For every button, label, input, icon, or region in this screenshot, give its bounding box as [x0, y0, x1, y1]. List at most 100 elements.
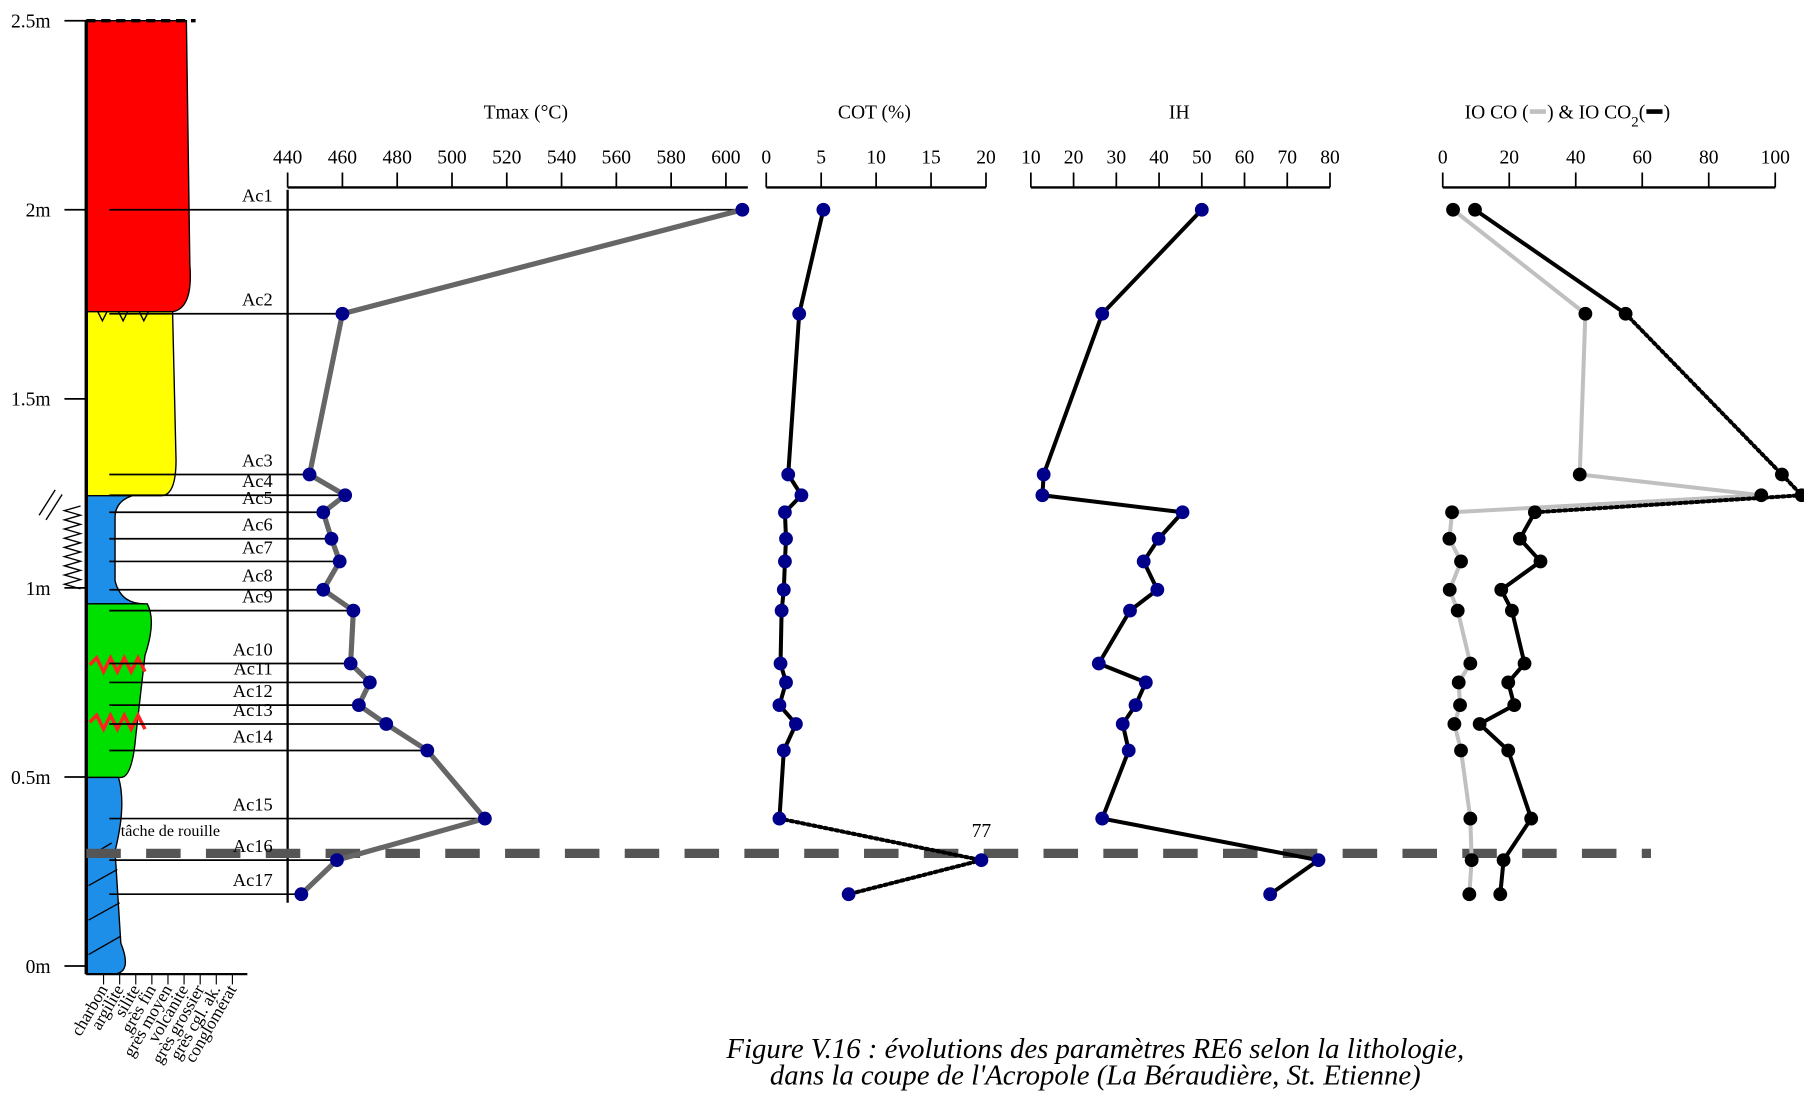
series-segment [778, 608, 784, 666]
data-point [789, 717, 803, 731]
depth-tick-label: 2m [26, 201, 51, 222]
data-point [1036, 467, 1051, 482]
data-point [1115, 717, 1130, 731]
data-point [351, 698, 366, 713]
series-segment [1100, 816, 1321, 863]
data-point [338, 488, 353, 503]
data-point [346, 603, 361, 618]
depth-tick-label: 0.5m [11, 768, 51, 789]
data-point [1507, 698, 1522, 713]
series-segment [797, 207, 826, 316]
x-tick-label: 560 [602, 147, 632, 168]
series-segment [1040, 493, 1185, 515]
x-tick-label: 0 [761, 147, 771, 168]
data-point [778, 505, 792, 520]
x-tick-label: 20 [1499, 147, 1519, 168]
data-point [1311, 853, 1326, 868]
x-tick-label: 80 [1320, 147, 1340, 168]
series-segment [1041, 311, 1105, 477]
data-point [779, 675, 793, 690]
red-zigzag [88, 653, 147, 733]
series-segment [1455, 608, 1473, 666]
panel-title: IH [1169, 102, 1190, 123]
data-point [776, 743, 791, 758]
x-tick-label: 30 [1107, 147, 1127, 168]
panel-title: Tmax (°C) [484, 102, 568, 123]
data-point [1194, 202, 1209, 217]
x-tick-label: 20 [976, 147, 996, 168]
data-point [1263, 887, 1278, 902]
data-point [1447, 717, 1462, 731]
x-tick-label: 0 [1438, 147, 1448, 168]
data-point [1095, 811, 1110, 826]
data-point [735, 202, 750, 217]
panel-title: COT (%) [838, 102, 911, 123]
sample-label: Ac4 [242, 471, 273, 491]
sample-label: Ac3 [242, 450, 273, 470]
data-point [1150, 582, 1165, 597]
series-segment [777, 748, 786, 821]
data-point [1095, 306, 1110, 321]
sample-label: Ac1 [242, 186, 273, 206]
series-segment [306, 311, 346, 478]
data-point [343, 656, 358, 671]
series-segment [1096, 661, 1148, 685]
data-point [1123, 603, 1137, 618]
data-point [1794, 488, 1804, 503]
data-point [316, 505, 331, 520]
x-tick-label: 10 [1021, 147, 1041, 168]
data-point [1136, 554, 1151, 569]
sample-label: Ac15 [233, 795, 273, 815]
data-point [1494, 582, 1509, 597]
value-label: 77 [972, 821, 992, 842]
x-tick-label: 600 [711, 147, 741, 168]
data-point [1454, 554, 1468, 569]
data-point [1128, 698, 1143, 713]
series-segment [777, 816, 984, 863]
data-point [1618, 306, 1633, 321]
data-point [332, 554, 347, 569]
x-tick-label: 50 [1192, 147, 1212, 168]
data-point [816, 202, 831, 217]
x-tick-label: 520 [492, 147, 522, 168]
sample-label: Ac2 [242, 290, 273, 310]
data-point [1453, 698, 1467, 713]
data-point [362, 675, 377, 690]
x-tick-label: 40 [1149, 147, 1169, 168]
x-tick-label: 440 [273, 147, 303, 168]
data-point [772, 811, 787, 826]
data-point [781, 467, 796, 482]
sample-label: Ac14 [233, 726, 273, 746]
series-segment [1096, 608, 1133, 666]
data-point [1468, 202, 1482, 217]
x-tick-label: 80 [1699, 147, 1719, 168]
hatch [88, 842, 122, 956]
data-point [774, 603, 789, 618]
data-point [1501, 675, 1516, 690]
sample-label: Ac13 [233, 700, 273, 720]
data-point [1578, 306, 1593, 321]
data-point [1527, 505, 1542, 520]
data-point [1175, 505, 1190, 520]
data-point [1496, 853, 1511, 868]
data-point [316, 582, 331, 597]
data-point [974, 853, 989, 868]
series-segment [339, 207, 745, 317]
erosion-marks [97, 311, 150, 323]
series-segment [846, 858, 984, 897]
sample-label: Ac6 [242, 515, 273, 535]
series-segment [1451, 207, 1588, 316]
data-point [379, 717, 394, 731]
annotation: tâche de rouille [121, 823, 220, 840]
series-segment [1509, 608, 1527, 666]
data-point [1442, 582, 1457, 597]
data-point [335, 306, 350, 321]
data-point [1454, 743, 1468, 758]
data-point [1035, 488, 1050, 503]
series-segment [1501, 816, 1534, 863]
x-tick-label: 10 [866, 147, 886, 168]
series-segment [1268, 858, 1321, 897]
data-point [776, 582, 791, 597]
